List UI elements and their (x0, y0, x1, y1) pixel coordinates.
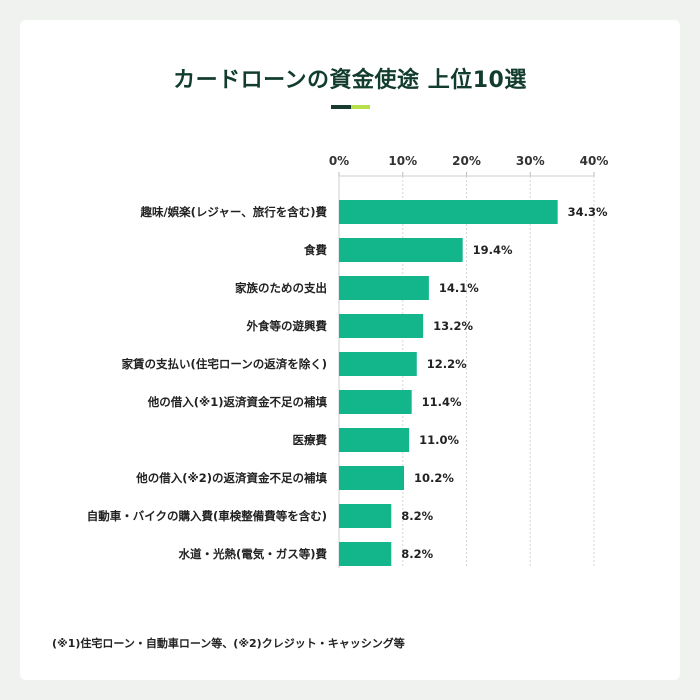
chart-card (20, 20, 680, 680)
bar (339, 352, 417, 376)
category-label: 家族のための支出 (235, 281, 327, 295)
value-label: 8.2% (401, 547, 433, 561)
x-tick-label: 20% (452, 154, 481, 168)
value-label: 8.2% (401, 509, 433, 523)
bar (339, 200, 558, 224)
category-label: 自動車・バイクの購入費(車検整備費等を含む) (87, 509, 327, 523)
x-tick-label: 40% (580, 154, 609, 168)
chart-title: カードローンの資金使途 上位10選 (173, 68, 527, 93)
title-underline-accent (331, 105, 370, 109)
underline-light-segment (351, 105, 370, 109)
bar (339, 542, 392, 566)
x-tick-label: 10% (388, 154, 417, 168)
value-label: 10.2% (414, 471, 454, 485)
x-tick-label: 0% (329, 154, 349, 168)
bar (339, 276, 429, 300)
bar (339, 428, 410, 452)
bar (339, 504, 392, 528)
value-label: 12.2% (427, 357, 467, 371)
value-label: 11.4% (422, 395, 462, 409)
category-label: 水道・光熱(電気・ガス等)費 (178, 547, 327, 561)
x-tick-label: 30% (516, 154, 545, 168)
footnote: (※1)住宅ローン・自動車ローン等、(※2)クレジット・キャッシング等 (52, 637, 405, 650)
bar (339, 390, 412, 414)
bar (339, 314, 424, 338)
underline-dark-segment (331, 105, 351, 109)
category-label: 他の借入(※2)の返済資金不足の補填 (135, 471, 327, 485)
bar (339, 466, 405, 490)
bar (339, 238, 463, 262)
category-label: 医療費 (293, 433, 328, 447)
category-label: 趣味/娯楽(レジャー、旅行を含む)費 (139, 205, 327, 219)
category-label: 家賃の支払い(住宅ローンの返済を除く) (122, 357, 327, 371)
category-label: 他の借入(※1)返済資金不足の補填 (147, 395, 328, 409)
value-label: 19.4% (473, 243, 513, 257)
value-label: 34.3% (568, 205, 608, 219)
value-label: 14.1% (439, 281, 479, 295)
value-label: 13.2% (433, 319, 473, 333)
value-label: 11.0% (419, 433, 459, 447)
category-label: 外食等の遊興費 (246, 319, 328, 333)
category-label: 食費 (304, 243, 327, 257)
